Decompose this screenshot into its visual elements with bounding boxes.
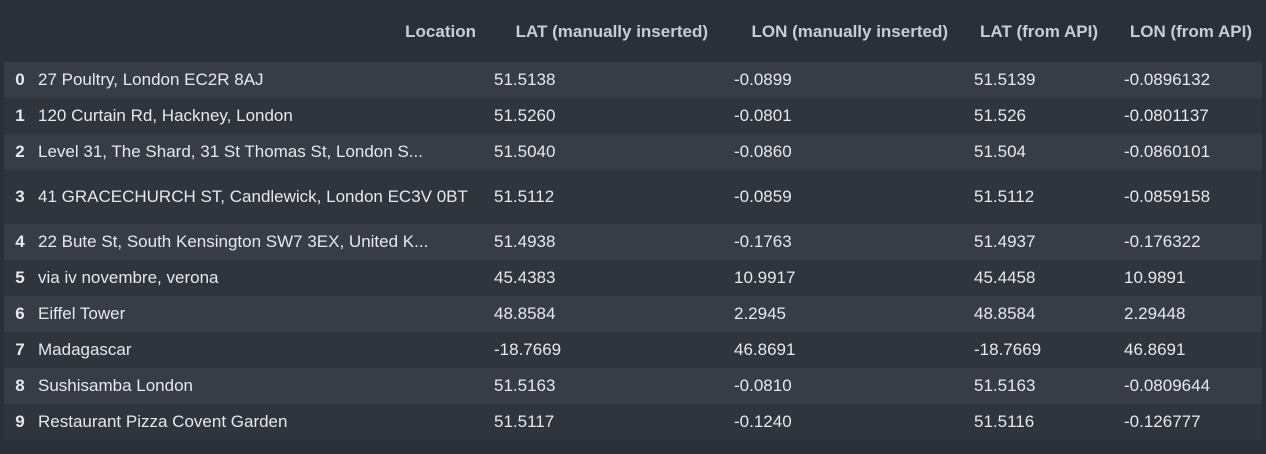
cell-lat-manual: 51.5260: [494, 106, 556, 125]
cell-lat-manual: 45.4383: [494, 268, 556, 287]
cell-location: 22 Bute St, South Kensington SW7 3EX, Un…: [38, 232, 429, 251]
cell-lat-api: 51.504: [974, 142, 1026, 161]
cell-lat-api: -18.7669: [974, 340, 1042, 359]
cell-lon-api: -0.0809644: [1124, 376, 1211, 395]
cell-lat-manual: 51.5138: [494, 70, 556, 89]
table-row: 4 22 Bute St, South Kensington SW7 3EX, …: [4, 224, 1262, 260]
cell-lat-api: 51.4937: [974, 232, 1036, 251]
row-index: 6: [15, 304, 25, 323]
row-index: 4: [15, 232, 25, 251]
cell-lat-manual: 51.5117: [494, 412, 555, 431]
cell-lon-api: -0.176322: [1124, 232, 1201, 251]
header-location: Location: [32, 2, 478, 62]
row-index: 3: [15, 187, 25, 206]
table-body: 0 27 Poultry, London EC2R 8AJ 51.5138 -0…: [4, 62, 1262, 440]
row-index: 8: [15, 376, 25, 395]
cell-lat-api: 51.526: [974, 106, 1026, 125]
cell-lon-api: -0.126777: [1124, 412, 1201, 431]
cell-location: Restaurant Pizza Covent Garden: [38, 412, 288, 431]
cell-lon-manual: -0.0899: [734, 70, 792, 89]
cell-lat-api: 51.5139: [974, 70, 1036, 89]
table-row: 9 Restaurant Pizza Covent Garden 51.5117…: [4, 404, 1262, 440]
cell-lat-manual: 51.5112: [494, 187, 555, 206]
table-row: 2 Level 31, The Shard, 31 St Thomas St, …: [4, 134, 1262, 170]
dataframe-table: Location LAT (manually inserted) LON (ma…: [4, 2, 1262, 440]
cell-lat-api: 51.5163: [974, 376, 1036, 395]
table-row: 7 Madagascar -18.7669 46.8691 -18.7669 4…: [4, 332, 1262, 368]
cell-location: Eiffel Tower: [38, 304, 126, 323]
cell-lon-manual: -0.0810: [734, 376, 792, 395]
row-index: 9: [15, 412, 25, 431]
cell-lon-api: 46.8691: [1124, 340, 1186, 359]
header-index: [4, 2, 32, 62]
table-row: 3 41 GRACECHURCH ST, Candlewick, London …: [4, 170, 1262, 224]
cell-lat-api: 51.5116: [974, 412, 1035, 431]
cell-lon-manual: 2.2945: [734, 304, 786, 323]
cell-lat-manual: 51.4938: [494, 232, 556, 251]
cell-location: Sushisamba London: [38, 376, 194, 395]
cell-location: Madagascar: [38, 340, 132, 359]
header-lon-api: LON (from API): [1108, 2, 1262, 62]
cell-lat-manual: 51.5163: [494, 376, 556, 395]
row-index: 5: [15, 268, 25, 287]
cell-lon-manual: -0.1763: [734, 232, 792, 251]
cell-lon-manual: -0.1240: [734, 412, 792, 431]
cell-lon-manual: -0.0801: [734, 106, 792, 125]
cell-lon-api: 10.9891: [1124, 268, 1186, 287]
header-lat-api: LAT (from API): [958, 2, 1108, 62]
cell-lon-manual: 46.8691: [734, 340, 796, 359]
cell-location: 41 GRACECHURCH ST, Candlewick, London EC…: [38, 187, 468, 206]
cell-location: via iv novembre, verona: [38, 268, 219, 287]
row-index: 2: [15, 142, 25, 161]
header-lon-manual: LON (manually inserted): [718, 2, 958, 62]
row-index: 1: [15, 106, 25, 125]
cell-lon-manual: -0.0859: [734, 187, 792, 206]
header-row: Location LAT (manually inserted) LON (ma…: [4, 2, 1262, 62]
cell-lon-api: 2.29448: [1124, 304, 1186, 323]
cell-lon-api: -0.0860101: [1124, 142, 1211, 161]
cell-lat-api: 51.5112: [974, 187, 1035, 206]
cell-lat-api: 45.4458: [974, 268, 1036, 287]
table-row: 1 120 Curtain Rd, Hackney, London 51.526…: [4, 98, 1262, 134]
cell-location: 27 Poultry, London EC2R 8AJ: [38, 70, 264, 89]
header-lat-manual: LAT (manually inserted): [478, 2, 718, 62]
table-row: 8 Sushisamba London 51.5163 -0.0810 51.5…: [4, 368, 1262, 404]
row-index: 7: [15, 340, 25, 359]
cell-lat-manual: 51.5040: [494, 142, 556, 161]
cell-location: Level 31, The Shard, 31 St Thomas St, Lo…: [38, 142, 423, 161]
cell-lon-api: -0.0896132: [1124, 70, 1211, 89]
table-header: Location LAT (manually inserted) LON (ma…: [4, 2, 1262, 62]
cell-location: 120 Curtain Rd, Hackney, London: [38, 106, 293, 125]
table-row: 6 Eiffel Tower 48.8584 2.2945 48.8584 2.…: [4, 296, 1262, 332]
cell-lon-manual: -0.0860: [734, 142, 792, 161]
cell-lon-api: -0.0801137: [1124, 106, 1209, 125]
cell-lat-api: 48.8584: [974, 304, 1036, 323]
row-index: 0: [15, 70, 25, 89]
cell-lon-api: -0.0859158: [1124, 187, 1211, 206]
cell-lat-manual: 48.8584: [494, 304, 556, 323]
cell-lon-manual: 10.9917: [734, 268, 796, 287]
table-row: 0 27 Poultry, London EC2R 8AJ 51.5138 -0…: [4, 62, 1262, 98]
cell-lat-manual: -18.7669: [494, 340, 562, 359]
table-row: 5 via iv novembre, verona 45.4383 10.991…: [4, 260, 1262, 296]
